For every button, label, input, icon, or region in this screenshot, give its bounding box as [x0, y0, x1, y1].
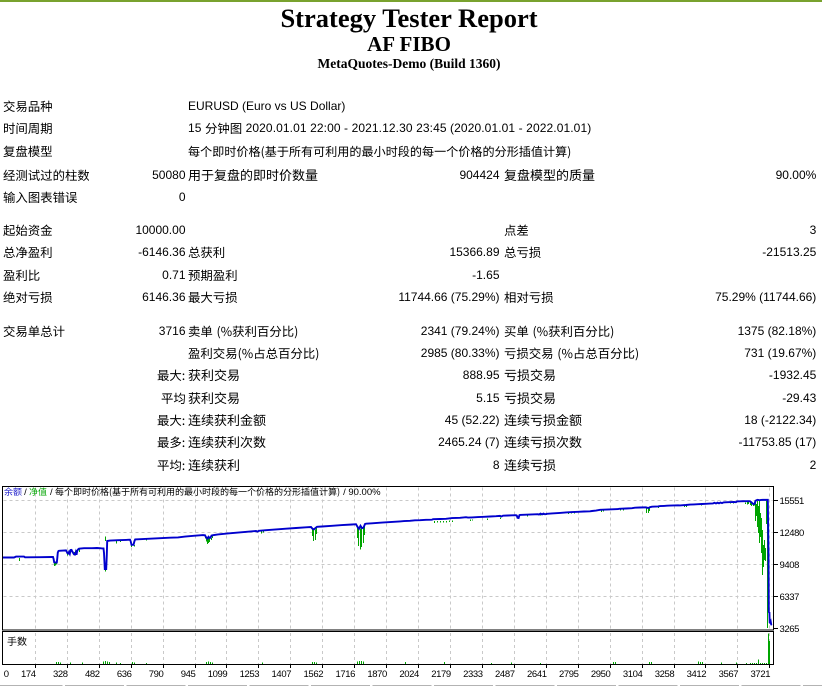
svg-text:1562: 1562: [304, 669, 324, 680]
svg-text:3567: 3567: [719, 669, 739, 680]
svg-text:9408: 9408: [780, 560, 800, 571]
svg-text:3721: 3721: [751, 669, 771, 680]
svg-text:945: 945: [181, 669, 196, 680]
svg-text:3412: 3412: [687, 669, 707, 680]
svg-text:2333: 2333: [463, 669, 483, 680]
svg-text:1870: 1870: [367, 669, 387, 680]
svg-text:2795: 2795: [559, 669, 579, 680]
svg-text:3265: 3265: [780, 624, 800, 635]
svg-text:3258: 3258: [655, 669, 675, 680]
svg-text:174: 174: [21, 669, 36, 680]
svg-text:15551: 15551: [780, 496, 805, 507]
svg-text:2641: 2641: [527, 669, 547, 680]
svg-text:790: 790: [149, 669, 164, 680]
svg-text:2179: 2179: [431, 669, 451, 680]
svg-text:328: 328: [53, 669, 68, 680]
svg-text:2487: 2487: [495, 669, 515, 680]
svg-text:12480: 12480: [780, 528, 805, 539]
svg-text:3104: 3104: [623, 669, 643, 680]
svg-text:0: 0: [4, 669, 9, 680]
svg-text:6337: 6337: [780, 592, 800, 603]
svg-text:482: 482: [85, 669, 100, 680]
svg-text:1716: 1716: [335, 669, 355, 680]
svg-text:2024: 2024: [399, 669, 419, 680]
svg-text:636: 636: [117, 669, 132, 680]
svg-text:1407: 1407: [272, 669, 292, 680]
svg-text:1253: 1253: [240, 669, 260, 680]
svg-text:1099: 1099: [208, 669, 228, 680]
svg-text:2950: 2950: [591, 669, 611, 680]
